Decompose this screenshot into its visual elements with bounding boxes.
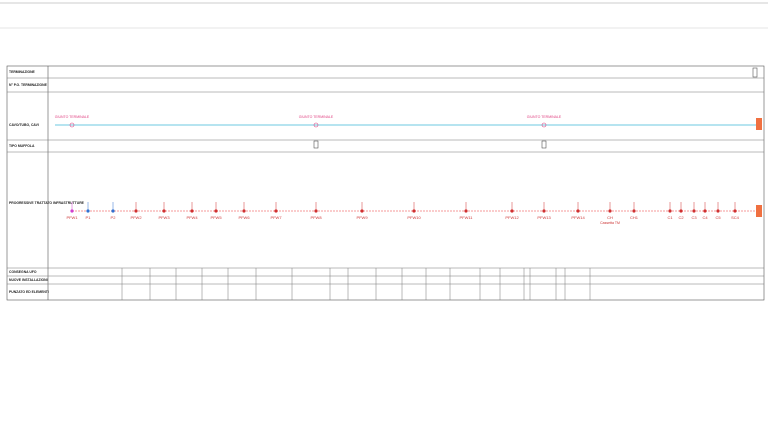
end-block: [756, 205, 762, 217]
node: [70, 209, 74, 213]
node-label: C2: [678, 215, 684, 220]
node-label: PFW14: [571, 215, 585, 220]
node-label: PFW7: [270, 215, 282, 220]
node: [679, 209, 683, 213]
frame: [6, 65, 765, 301]
node: [542, 209, 546, 213]
row-label: N° P.O. TERMINAZIONE: [9, 83, 48, 87]
joint: [541, 122, 547, 128]
node-label: PFW8: [310, 215, 322, 220]
row-label: CAVO/TUBO, CAVI: [9, 123, 39, 127]
node-label: CH: [607, 215, 613, 220]
node: [214, 209, 218, 213]
row-label: PUNZATO ED ELEMENTI: [9, 290, 49, 294]
muffola: [541, 140, 547, 149]
node: [632, 209, 636, 213]
node: [242, 209, 246, 213]
cable-label: GIUNTO TERMINALE: [55, 115, 90, 119]
row-label: NUOVE INSTALLAZIONI: [9, 278, 48, 282]
joint: [313, 122, 319, 128]
row-label: TERMINAZIONE: [9, 70, 36, 74]
row-label: PROGRESSIVE TRATTATO INFRASTRUTTURE: [9, 201, 85, 205]
node-label: PFW11: [459, 215, 473, 220]
node: [134, 209, 138, 213]
node: [703, 209, 707, 213]
node-label: C1: [667, 215, 673, 220]
icon: [752, 67, 758, 78]
node: [608, 209, 612, 213]
node-label: PFW5: [210, 215, 222, 220]
end-block: [756, 118, 762, 130]
node: [510, 209, 514, 213]
node-label: PFW10: [407, 215, 421, 220]
node: [274, 209, 278, 213]
node: [314, 209, 318, 213]
node: [576, 209, 580, 213]
node: [162, 209, 166, 213]
node-label: PFW2: [130, 215, 142, 220]
node: [190, 209, 194, 213]
joint: [69, 122, 75, 128]
node: [668, 209, 672, 213]
node-label: P1: [86, 215, 92, 220]
node-label: PFW3: [158, 215, 170, 220]
row-label: TIPO MUFFOLA: [9, 144, 35, 148]
cable-label: GIUNTO TERMINALE: [299, 115, 334, 119]
muffola: [313, 140, 319, 149]
node: [111, 209, 115, 213]
node-note: Cassetta TM: [600, 221, 620, 225]
node-label: CH1: [630, 215, 639, 220]
node: [360, 209, 364, 213]
node: [716, 209, 720, 213]
node-label: PFW9: [356, 215, 368, 220]
node-label: PFW12: [505, 215, 519, 220]
node: [692, 209, 696, 213]
node-label: C5: [715, 215, 721, 220]
node-label: SC4: [731, 215, 740, 220]
node-label: C4: [702, 215, 708, 220]
node-label: PFW4: [186, 215, 198, 220]
node-label: C3: [691, 215, 697, 220]
row-label: CONSEGNA UFO: [9, 270, 37, 274]
node-label: PFW1: [66, 215, 78, 220]
node: [733, 209, 737, 213]
node: [464, 209, 468, 213]
cable-label: GIUNTO TERMINALE: [527, 115, 562, 119]
node-label: P2: [111, 215, 117, 220]
node: [86, 209, 90, 213]
node-label: PFW13: [537, 215, 551, 220]
node: [412, 209, 416, 213]
node-label: PFW6: [238, 215, 250, 220]
